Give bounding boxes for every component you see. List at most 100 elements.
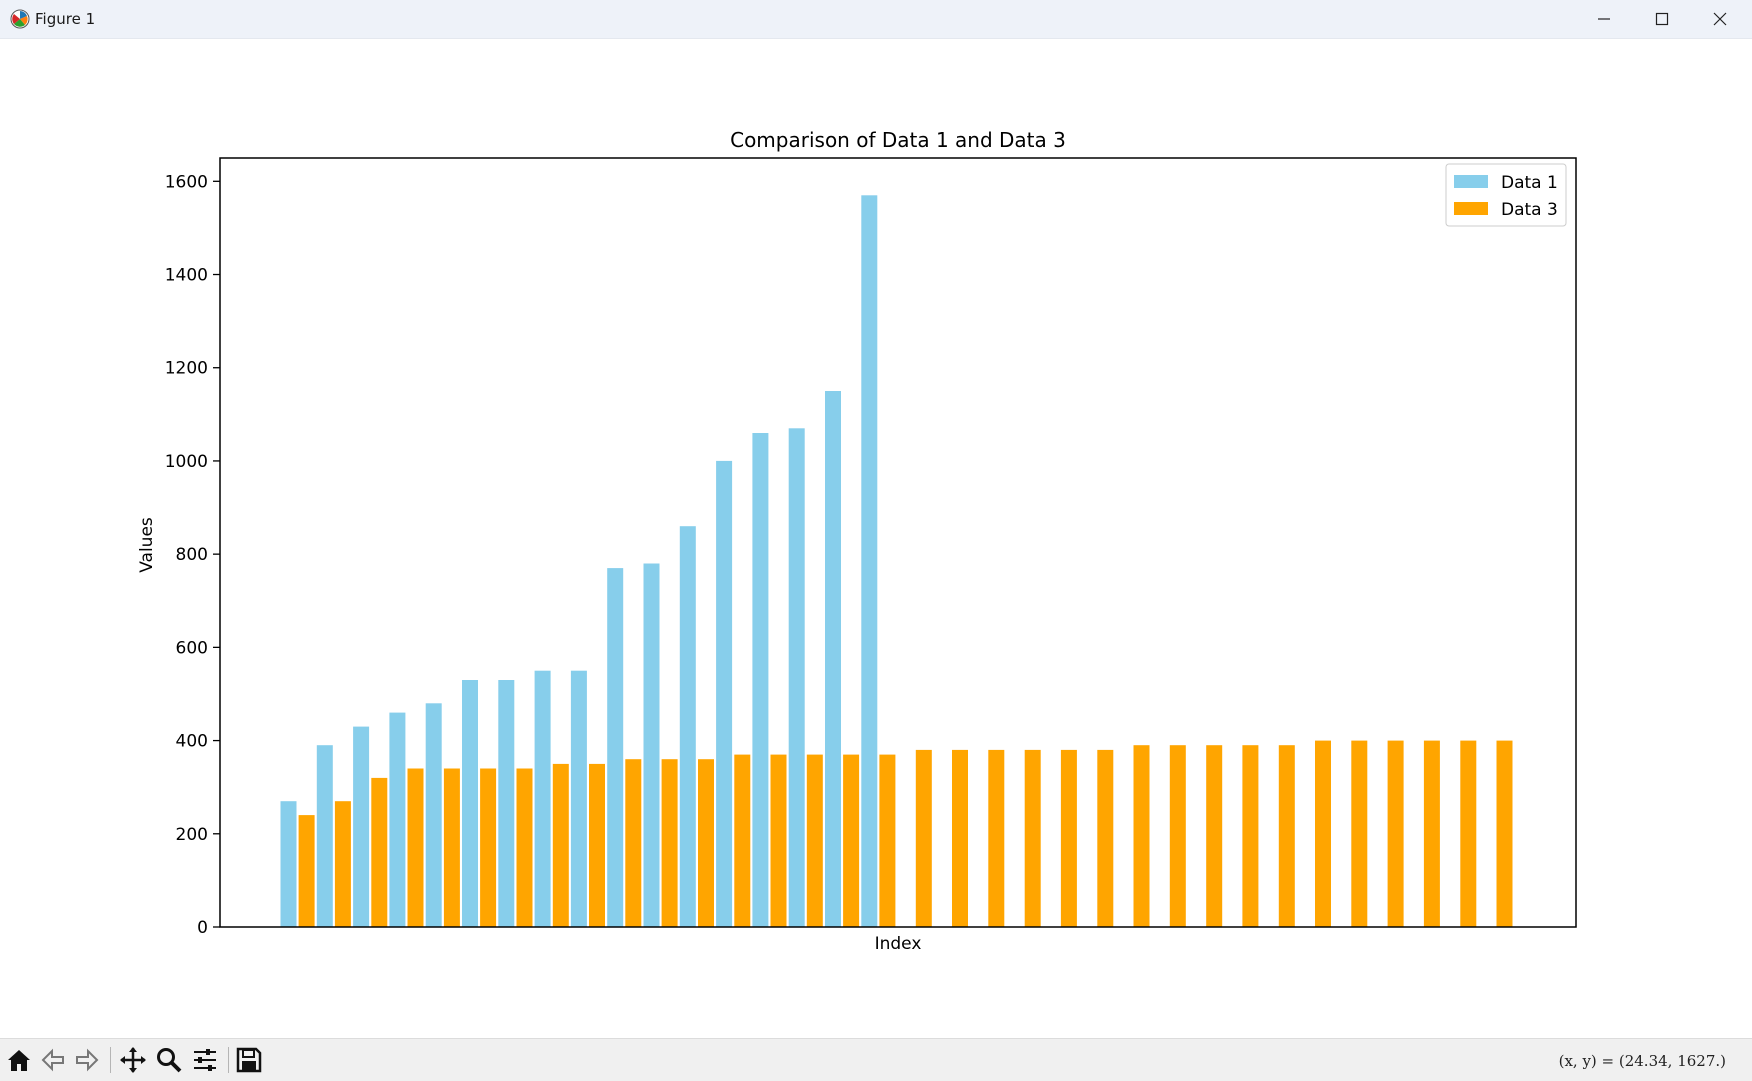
bar-data-3-23: [1133, 745, 1150, 927]
y-tick-label: 200: [176, 825, 208, 845]
configure-subplots-button[interactable]: [190, 1045, 220, 1075]
bar-data-3-27: [1278, 745, 1295, 927]
close-button[interactable]: [1691, 0, 1749, 38]
x-axis-label: Index: [875, 934, 922, 954]
bar-data-3-29: [1351, 740, 1368, 927]
y-axis: 0 200 400 600 800 1000 1200 1400 1600: [165, 172, 220, 938]
legend-swatch-data-3: [1454, 202, 1488, 215]
bar-data-3-6: [516, 768, 533, 927]
minimize-icon: [1598, 18, 1610, 20]
y-tick-label: 1400: [165, 266, 208, 286]
y-tick-label: 400: [176, 732, 208, 752]
bar-data-3-26: [1242, 745, 1259, 927]
back-button[interactable]: [38, 1045, 68, 1075]
bar-data-1-5: [462, 680, 478, 927]
bar-data-3-19: [988, 749, 1005, 927]
forward-button[interactable]: [72, 1045, 102, 1075]
bar-data-1-8: [570, 670, 587, 927]
bar-data-3-16: [879, 754, 896, 927]
bar-data-3-10: [661, 759, 678, 927]
y-tick-label: 1000: [165, 452, 208, 472]
bar-data-3-9: [625, 759, 642, 927]
bar-data-1-9: [607, 568, 624, 927]
toolbar-separator: [228, 1047, 229, 1073]
plot-frame: [219, 157, 1577, 928]
bar-data-3-21: [1060, 749, 1077, 927]
legend: Data 1 Data 3: [1445, 163, 1567, 227]
toolbar-separator: [110, 1047, 111, 1073]
bar-data-3-22: [1097, 749, 1114, 927]
y-tick-label: 0: [197, 918, 208, 938]
bar-data-3-5: [480, 768, 497, 927]
bar-data-1-1: [316, 745, 333, 927]
bar-data-3-33: [1496, 740, 1513, 927]
chart-title: Comparison of Data 1 and Data 3: [730, 128, 1066, 152]
bar-data-1-14: [788, 428, 805, 927]
bar-data-1-16: [861, 195, 878, 928]
home-button[interactable]: [4, 1045, 34, 1075]
bar-data-1-13: [752, 433, 769, 927]
bar-data-3-25: [1206, 745, 1223, 927]
bar-data-3-32: [1460, 740, 1477, 927]
bar-data-1-10: [643, 563, 660, 927]
zoom-button[interactable]: [154, 1045, 184, 1075]
configure-subplots-icon: [194, 1049, 216, 1071]
bar-data-3-30: [1387, 740, 1404, 927]
legend-label-data-1: Data 1: [1501, 173, 1558, 193]
bar-data-3-31: [1423, 740, 1440, 927]
save-icon: [236, 1047, 262, 1073]
home-icon: [8, 1050, 30, 1071]
bar-data-3-14: [806, 754, 823, 927]
bar-data-1-2: [353, 726, 370, 927]
bar-data-3-4: [443, 768, 460, 927]
forward-arrow-icon: [76, 1048, 99, 1072]
bar-data-1-0: [280, 801, 297, 927]
bar-data-1-3: [389, 712, 406, 927]
bar-data-1-12: [716, 460, 733, 927]
bar-data-3-20: [1024, 749, 1041, 927]
y-tick-label: 1200: [165, 359, 208, 379]
matplotlib-icon: [10, 9, 30, 29]
maximize-button[interactable]: [1633, 0, 1691, 38]
bar-data-3-8: [589, 763, 605, 927]
bar-data-3-13: [770, 754, 787, 927]
bar-data-1-4: [425, 703, 442, 927]
y-tick-label: 1600: [165, 172, 208, 192]
zoom-magnifier-icon: [157, 1048, 182, 1073]
save-button[interactable]: [234, 1045, 264, 1075]
bar-data-3-15: [843, 754, 860, 927]
bar-data-1-7: [534, 670, 551, 927]
close-icon: [1713, 12, 1727, 26]
bar-data-3-11: [698, 759, 714, 927]
bar-chart: 0 200 400 600 800 1000 1200 1400 1600 Comparison…: [137, 128, 1577, 954]
navigation-toolbar: (x, y) = (24.34, 1627.): [0, 1038, 1752, 1081]
y-tick-label: 800: [176, 545, 208, 565]
bar-data-3-7: [552, 763, 569, 927]
legend-label-data-3: Data 3: [1501, 200, 1558, 220]
bar-data-3-0: [298, 815, 315, 927]
bar-data-1-15: [825, 391, 841, 927]
cursor-coordinates: (x, y) = (24.34, 1627.): [1558, 1052, 1726, 1070]
window-title: Figure 1: [35, 10, 96, 28]
bar-data-3-28: [1315, 740, 1331, 927]
maximize-icon: [1655, 12, 1669, 26]
bar-data-3-18: [952, 749, 968, 927]
bar-data-3-3: [407, 768, 424, 927]
y-tick-label: 600: [176, 638, 208, 658]
minimize-button[interactable]: [1575, 0, 1633, 38]
legend-swatch-data-1: [1454, 175, 1488, 188]
pan-move-icon: [120, 1047, 146, 1073]
y-axis-label: Values: [137, 517, 157, 573]
bar-data-1-11: [679, 526, 696, 927]
pan-button[interactable]: [118, 1045, 148, 1075]
bars-layer: [280, 195, 1513, 928]
title-bar: Figure 1: [0, 0, 1752, 39]
bar-data-3-24: [1169, 745, 1186, 927]
bar-data-3-1: [334, 801, 351, 927]
back-arrow-icon: [41, 1048, 64, 1072]
bar-data-3-2: [371, 777, 388, 927]
bar-data-3-12: [734, 754, 751, 927]
bar-data-1-6: [498, 680, 515, 927]
figure-canvas[interactable]: 0 200 400 600 800 1000 1200 1400 1600 Comparison…: [0, 38, 1752, 1038]
bar-data-3-17: [915, 749, 932, 927]
